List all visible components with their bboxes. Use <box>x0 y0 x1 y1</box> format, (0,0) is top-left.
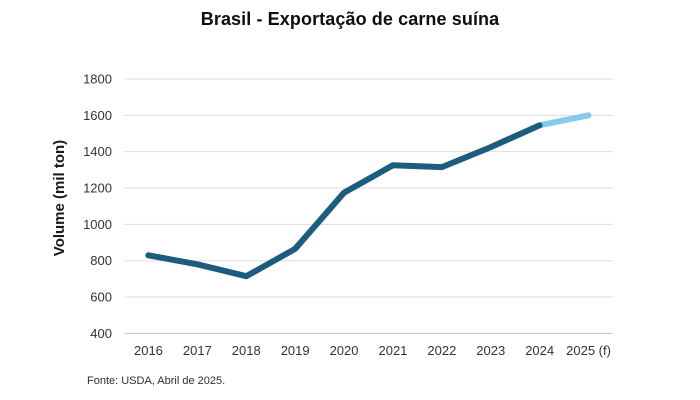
axis-label-layer: 400 600 800 1000 1200 1400 1600 1800 2016 2017 201… <box>83 72 611 359</box>
x-tick-label: 2020 <box>330 343 359 358</box>
y-tick-label: 1000 <box>83 217 112 232</box>
y-tick-label: 400 <box>90 326 112 341</box>
y-tick-label: 1200 <box>83 181 112 196</box>
chart-title: Brasil - Exportação de carne suína <box>200 9 500 29</box>
y-tick-label: 1800 <box>83 72 112 87</box>
y-axis-title: Volume (mil ton) <box>51 140 68 256</box>
y-tick-label: 600 <box>90 290 112 305</box>
y-tick-label: 800 <box>90 253 112 268</box>
x-tick-label: 2021 <box>378 343 407 358</box>
x-tick-label: 2016 <box>134 343 163 358</box>
x-tick-label: 2022 <box>427 343 456 358</box>
x-tick-label: 2025 (f) <box>566 343 611 358</box>
series-line-actual <box>145 122 543 280</box>
series-line-forecast <box>536 112 592 129</box>
grid-layer <box>124 78 613 334</box>
x-tick-label: 2017 <box>183 343 212 358</box>
y-tick-label: 1400 <box>83 144 112 159</box>
x-tick-label: 2024 <box>525 343 554 358</box>
x-tick-label: 2018 <box>232 343 261 358</box>
source-note: Fonte: USDA, Abril de 2025. <box>87 375 226 387</box>
series-layer <box>145 112 592 280</box>
x-tick-label: 2023 <box>476 343 505 358</box>
y-tick-label: 1600 <box>83 108 112 123</box>
x-tick-label: 2019 <box>281 343 310 358</box>
